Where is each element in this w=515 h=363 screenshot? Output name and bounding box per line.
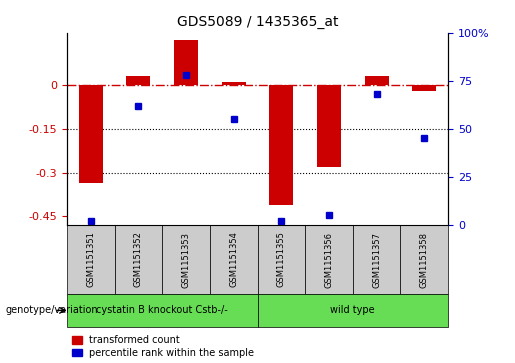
Legend: transformed count, percentile rank within the sample: transformed count, percentile rank withi… (72, 335, 254, 358)
Bar (79, 85, 102, 183)
Bar (401, 225, 448, 294)
Bar (317, 85, 341, 167)
Text: cystatin B knockout Cstb-/-: cystatin B knockout Cstb-/- (96, 305, 228, 315)
Bar (365, 76, 388, 85)
Text: GSM1151353: GSM1151353 (182, 232, 191, 287)
Bar (210, 225, 258, 294)
Bar (222, 82, 246, 85)
Bar (67, 294, 258, 327)
Bar (269, 85, 293, 205)
Text: GSM1151351: GSM1151351 (87, 232, 95, 287)
Text: wild type: wild type (331, 305, 375, 315)
Bar (174, 40, 198, 85)
Bar (258, 294, 448, 327)
Bar (413, 85, 436, 91)
Text: GSM1151352: GSM1151352 (134, 232, 143, 287)
Text: GSM1151358: GSM1151358 (420, 232, 428, 287)
Bar (305, 225, 353, 294)
Text: GSM1151355: GSM1151355 (277, 232, 286, 287)
Bar (67, 225, 115, 294)
Text: GSM1151356: GSM1151356 (324, 232, 333, 287)
Bar (127, 76, 150, 85)
Bar (162, 225, 210, 294)
Bar (114, 225, 162, 294)
Title: GDS5089 / 1435365_at: GDS5089 / 1435365_at (177, 15, 338, 29)
Bar (353, 225, 401, 294)
Text: GSM1151354: GSM1151354 (229, 232, 238, 287)
Bar (258, 225, 305, 294)
Text: GSM1151357: GSM1151357 (372, 232, 381, 287)
Text: genotype/variation: genotype/variation (5, 305, 98, 315)
